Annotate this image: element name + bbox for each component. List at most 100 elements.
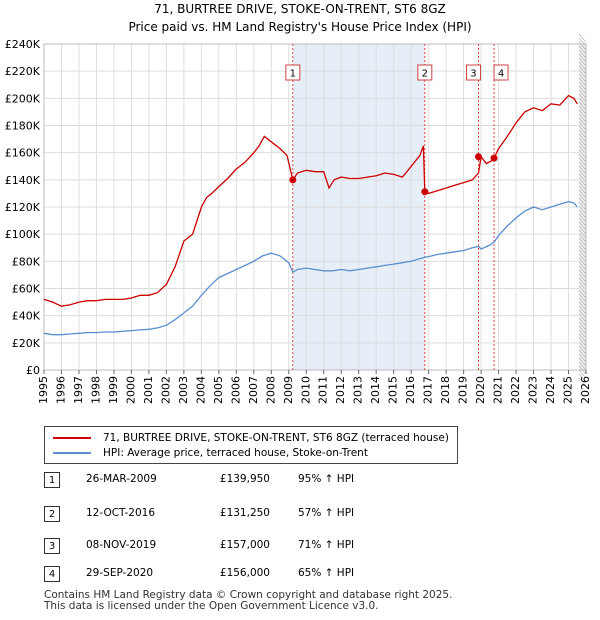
sale-marker-box-3 [465,64,481,81]
y-tick-label: £0 [26,364,40,377]
legend-item-property: 71, BURTREE DRIVE, STOKE-ON-TRENT, ST6 8… [53,431,449,445]
x-tick-label: 2020 [474,376,487,404]
sale-points [289,153,498,196]
hatch-stripe [578,133,587,143]
y-tick-label: £180K [5,120,41,133]
sale-marker-box-1 [285,64,301,81]
hatch-stripe [578,325,587,335]
legend-label-property: 71, BURTREE DRIVE, STOKE-ON-TRENT, ST6 8… [103,432,449,444]
legend-label-hpi: HPI: Average price, terraced house, Stok… [103,447,368,459]
x-tick-label: 2018 [439,376,452,404]
hatch-stripe [578,225,587,235]
sale-marker-box-4 [493,64,509,81]
x-tick-label: 2004 [194,376,207,404]
x-tick-label: 2022 [509,376,522,404]
sale-date: 08-NOV-2019 [86,539,157,551]
hatch-stripe [578,305,587,315]
x-tick-label: 2013 [352,376,365,404]
hatch-stripe [578,113,587,123]
hatch-stripe [578,197,587,207]
hatch-stripe [578,169,587,179]
sale-marker-label-1: 1 [290,69,296,80]
sale-marker-labels: 1 2 3 4 [285,64,509,81]
hatch-stripe [578,65,587,75]
x-tick-label: 2016 [404,376,417,404]
sale-row: 4 29-SEP-2020 £156,000 65% ↑ HPI [44,566,444,584]
x-tick-label: 2025 [562,376,575,404]
sale-marker-label-3: 3 [470,69,476,80]
footer-attribution: Contains HM Land Registry data © Crown c… [44,590,452,612]
x-tick-label: 2005 [212,376,225,404]
hatch-stripe [578,337,587,347]
hatch-stripe [578,277,587,287]
hatch-stripe [578,149,587,159]
sale-hpi-change: 71% ↑ HPI [298,539,355,551]
x-tick-label: 2024 [544,376,557,404]
x-tick-label: 2014 [369,376,382,404]
sale-date: 29-SEP-2020 [86,567,154,579]
hatch-stripe [578,237,587,247]
hpi-series-line [43,200,578,336]
sale-hpi-change: 57% ↑ HPI [298,507,355,519]
x-tick-label: 1997 [72,376,85,404]
hatch-stripe [578,253,587,263]
y-tick-label: £140K [5,174,41,187]
plot-border [43,43,587,371]
hatch-stripe [578,213,587,223]
sale-price: £156,000 [219,567,270,579]
hatch-stripe [578,249,587,259]
sale-number-badge: 4 [44,566,60,582]
footer-line-2: This data is licensed under the Open Gov… [44,600,379,612]
y-tick-label: £200K [5,92,41,105]
hatch-stripe [578,89,587,99]
hatch-stripe [578,285,587,295]
legend-swatch-hpi [53,452,91,454]
x-tick-label: 2023 [527,376,540,404]
y-tick-label: £20K [12,337,41,350]
hatch-stripe [578,329,587,339]
x-tick-label: 2026 [579,376,592,404]
hatch-stripe [578,33,587,43]
hatch-stripe [578,85,587,95]
y-tick-label: £100K [5,228,41,241]
hatch-stripe [578,173,587,183]
hatch-stripe [578,309,587,319]
x-tick-label: 2000 [124,376,137,404]
x-tick-label: 2001 [142,376,155,404]
hatch-stripe [578,157,587,167]
sale-date: 12-OCT-2016 [86,507,155,519]
hatch-stripe [578,333,587,343]
hatch-stripe [578,45,587,55]
sale-hpi-change: 95% ↑ HPI [298,473,355,485]
hatch-stripe [578,137,587,147]
y-tick-label: £120K [5,201,41,214]
legend-swatch-property [53,437,91,439]
hatch-stripe [578,81,587,91]
sale-number-badge: 3 [44,538,60,554]
hatch-stripe [578,73,587,83]
x-tick-label: 2006 [229,376,242,404]
hatch-stripe [578,269,587,279]
hatch-stripe [578,361,587,371]
price-chart: 71, BURTREE DRIVE, STOKE-ON-TRENT, ST6 8… [5,2,592,404]
hatch-stripe [578,125,587,135]
y-tick-label: £240K [5,38,41,51]
x-tick-label: 2012 [334,376,347,404]
hatch-stripe [578,117,587,127]
x-tick-label: 2019 [457,376,470,404]
hatch-stripe [578,77,587,87]
hatch-stripe [578,49,587,59]
x-tick-label: 2003 [177,376,190,404]
hatch-stripe [578,349,587,359]
hatch-stripe [578,369,587,379]
x-tick-label: 1996 [54,376,67,404]
hatch-stripe [578,161,587,171]
chart-subtitle: Price paid vs. HM Land Registry's House … [128,20,471,34]
hatch-stripe [578,201,587,211]
hatch-stripe [578,345,587,355]
hatch-stripe [578,289,587,299]
hatch-stripe [578,265,587,275]
hatch-stripe [578,61,587,71]
hatch-stripe [578,37,587,47]
hatch-stripe [578,53,587,63]
